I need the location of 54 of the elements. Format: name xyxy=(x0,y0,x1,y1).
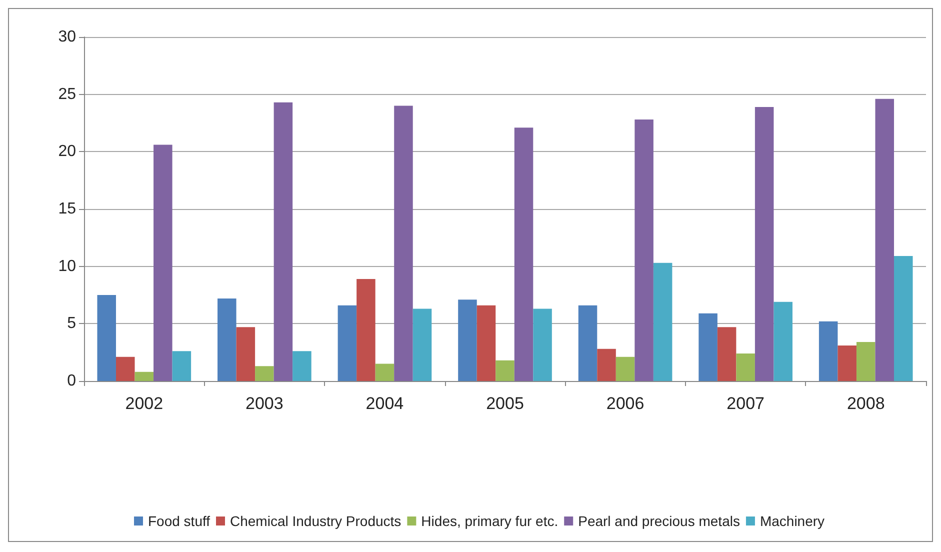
bar xyxy=(97,295,116,381)
legend-label: Food stuff xyxy=(148,513,210,529)
bar xyxy=(218,298,236,381)
legend-label: Pearl and precious metals xyxy=(578,513,740,529)
bar xyxy=(838,345,856,381)
bar xyxy=(116,356,135,381)
bar xyxy=(458,300,477,381)
bar xyxy=(394,106,413,381)
y-tick-label: 25 xyxy=(58,86,76,103)
bar xyxy=(894,256,913,381)
bar xyxy=(356,278,376,381)
x-tick-label: 2002 xyxy=(125,394,164,413)
bar xyxy=(856,342,876,381)
bar xyxy=(578,305,598,381)
bar xyxy=(875,98,894,381)
x-tick-label: 2003 xyxy=(246,394,284,413)
bar xyxy=(698,313,718,381)
bar xyxy=(514,128,534,381)
legend-label: Hides, primary fur etc. xyxy=(421,513,558,529)
bar xyxy=(476,305,496,381)
y-tick-label: 30 xyxy=(58,28,76,46)
bar xyxy=(172,351,192,381)
y-tick-label: 15 xyxy=(58,200,76,218)
bar xyxy=(134,372,154,381)
bar xyxy=(533,308,552,381)
legend-label: Machinery xyxy=(760,513,825,529)
bar xyxy=(597,348,616,381)
bar xyxy=(292,351,312,381)
bar xyxy=(236,327,256,381)
legend-label: Chemical Industry Products xyxy=(230,513,402,529)
bar xyxy=(774,302,792,381)
x-tick-label: 2005 xyxy=(486,394,524,413)
x-tick-label: 2008 xyxy=(846,394,885,413)
y-tick-label: 0 xyxy=(67,372,76,390)
bar xyxy=(496,360,514,381)
x-tick-label: 2004 xyxy=(366,394,404,413)
bar xyxy=(717,327,736,381)
bar xyxy=(274,102,293,381)
bar xyxy=(653,262,672,381)
x-tick-label: 2007 xyxy=(726,394,764,413)
bar xyxy=(338,305,357,381)
y-tick-label: 20 xyxy=(58,143,76,160)
bar xyxy=(255,366,274,381)
x-tick-label: 2006 xyxy=(606,394,644,413)
bar xyxy=(754,106,774,381)
bar xyxy=(616,356,635,381)
bar xyxy=(818,321,838,381)
bar xyxy=(736,353,755,381)
bar xyxy=(412,308,432,381)
y-tick-label: 10 xyxy=(58,258,76,275)
y-tick-label: 5 xyxy=(67,315,76,332)
bar xyxy=(375,364,394,381)
bar xyxy=(634,120,654,381)
bar xyxy=(154,144,172,381)
